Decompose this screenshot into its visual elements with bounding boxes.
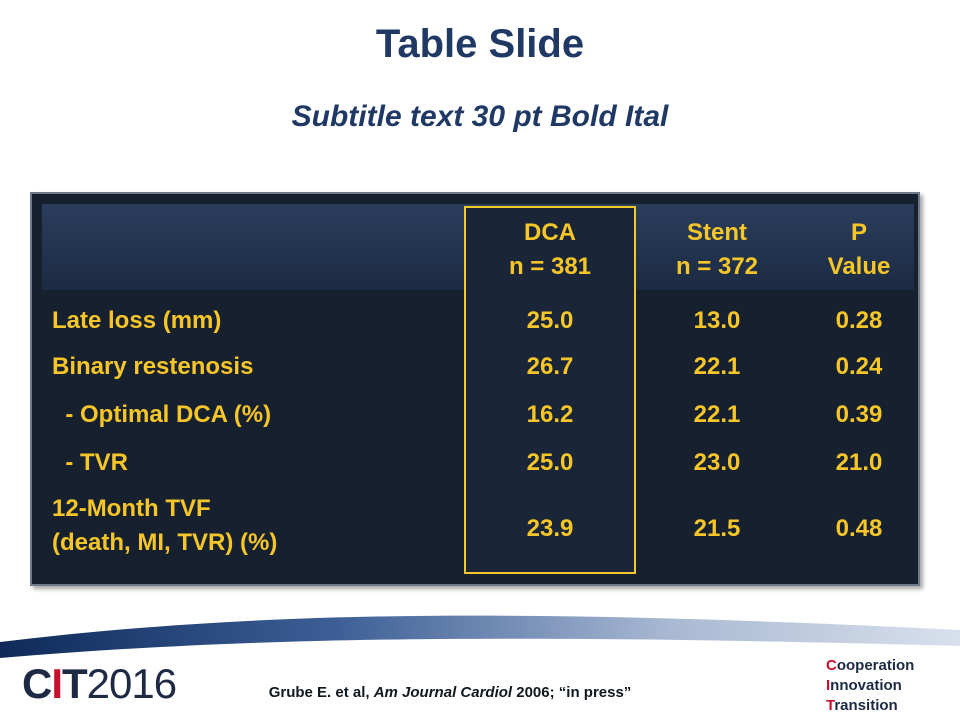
cell-dca: 25.0: [526, 307, 574, 334]
cell-p-value: 0.48: [835, 515, 883, 542]
cell-dca: 25.0: [526, 449, 574, 476]
cell-p-value: 0.28: [835, 307, 883, 334]
cell-dca: 16.2: [526, 401, 574, 428]
cell-stent: 23.0: [693, 449, 741, 476]
slide-title: Table Slide: [375, 22, 585, 66]
footer-wave-graphic: [0, 615, 960, 720]
data-table: DCA n = 381 Stent n = 372 P Value Late loss…: [30, 192, 920, 586]
header-p-value: P Value: [827, 219, 891, 280]
row-label-binary-restenosis: Binary restenosis: [52, 353, 254, 380]
tagline-innovation: Innovation: [826, 677, 902, 694]
citation-text: Grube E. et al, Am Journal Cardiol 2006;…: [268, 684, 632, 701]
cell-p-value: 0.24: [835, 353, 883, 380]
cit-tagline: Cooperation Innovation Transition: [826, 656, 914, 716]
tagline-transition: Transition: [826, 697, 898, 714]
row-label-late-loss: Late loss (mm): [52, 307, 222, 334]
header-dca: DCA n = 381: [508, 219, 592, 280]
row-label-tvr: - TVR: [52, 449, 128, 476]
cell-stent: 22.1: [693, 353, 741, 380]
cell-p-value: 0.39: [835, 401, 883, 428]
dca-column-highlight: [464, 206, 636, 574]
cell-p-value: 21.0: [835, 449, 883, 476]
cell-stent: 22.1: [693, 401, 741, 428]
tagline-cooperation: Cooperation: [826, 657, 915, 674]
cell-stent: 21.5: [693, 515, 741, 542]
cell-dca: 26.7: [526, 353, 574, 380]
header-stent: Stent n = 372: [675, 219, 759, 280]
cell-dca: 23.9: [526, 515, 574, 542]
row-label-optimal-dca: - Optimal DCA (%): [52, 401, 272, 428]
cell-stent: 13.0: [693, 307, 741, 334]
row-label-12-month-tvf: 12-Month TVF (death, MI, TVR) (%): [52, 495, 278, 556]
cit-logo: CIT2016: [22, 660, 177, 707]
slide-subtitle: Subtitle text 30 pt Bold Ital: [291, 100, 669, 133]
